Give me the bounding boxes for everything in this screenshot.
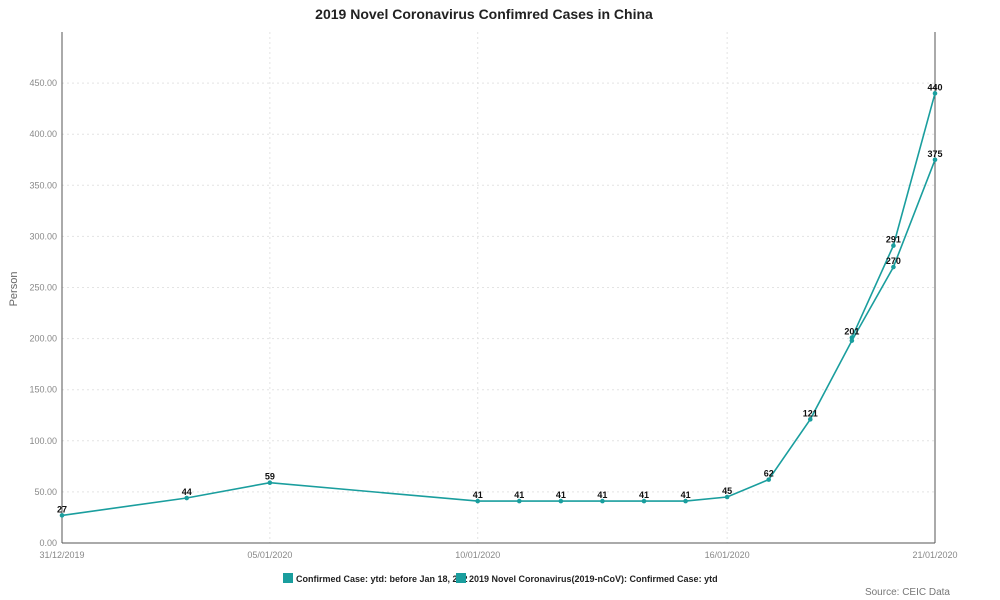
data-label: 41 — [514, 490, 524, 500]
data-label: 41 — [597, 490, 607, 500]
legend-swatch — [456, 573, 466, 583]
data-label: 27 — [57, 504, 67, 514]
y-axis-label: Person — [8, 272, 20, 307]
data-point — [724, 494, 730, 500]
data-label: 291 — [886, 235, 901, 245]
y-tick-label: 400.00 — [29, 129, 57, 139]
y-tick-label: 250.00 — [29, 283, 57, 293]
series-line-2 — [851, 93, 936, 338]
data-label: 41 — [473, 490, 483, 500]
data-point — [600, 498, 605, 504]
data-point — [807, 417, 813, 422]
data-point — [475, 498, 481, 504]
legend: Confirmed Case: ytd: before Jan 18, 202 2… — [283, 573, 718, 584]
axes — [61, 32, 936, 544]
legend-label: Confirmed Case: ytd: before Jan 18, 202 — [296, 574, 468, 584]
x-axis-ticks: 31/12/2019 05/01/2020 10/01/2020 16/01/2020… — [39, 550, 957, 560]
y-tick-label: 450.00 — [29, 78, 57, 88]
y-tick-label: 200.00 — [29, 334, 57, 344]
legend-swatch — [283, 573, 293, 583]
x-tick-label: 10/01/2020 — [455, 550, 500, 560]
data-label: 41 — [556, 490, 566, 500]
data-label: 440 — [927, 82, 942, 92]
data-point — [59, 513, 65, 518]
data-point — [891, 264, 896, 270]
data-label: 375 — [927, 149, 942, 159]
data-label: 59 — [265, 472, 275, 482]
series-lines — [61, 93, 936, 517]
y-tick-label: 50.00 — [34, 487, 57, 497]
data-point — [641, 498, 647, 504]
data-label: 45 — [722, 486, 732, 496]
data-points — [59, 91, 938, 518]
x-tick-label: 16/01/2020 — [705, 550, 750, 560]
source-note: Source: CEIC Data — [865, 587, 950, 598]
data-point — [932, 157, 938, 163]
data-label: 44 — [182, 487, 192, 497]
y-tick-label: 0.00 — [39, 538, 57, 548]
y-tick-label: 150.00 — [29, 385, 57, 395]
data-label: 201 — [844, 327, 859, 337]
data-point — [891, 243, 896, 248]
legend-label: 2019 Novel Coronavirus(2019-nCoV): Confi… — [469, 574, 718, 584]
chart-title: 2019 Novel Coronavirus Confimred Cases i… — [315, 6, 653, 22]
data-point — [267, 480, 273, 486]
data-point — [849, 335, 855, 340]
data-label: 270 — [886, 256, 901, 266]
data-point — [558, 498, 564, 504]
grid-lines — [61, 32, 936, 543]
x-tick-label: 05/01/2020 — [247, 550, 292, 560]
data-label: 121 — [803, 408, 818, 418]
series-line-1 — [61, 159, 936, 517]
data-label: 41 — [681, 490, 691, 500]
x-tick-label: 31/12/2019 — [39, 550, 84, 560]
data-point — [683, 498, 688, 504]
y-tick-label: 100.00 — [29, 436, 57, 446]
data-labels: 27 44 59 41 41 41 41 41 41 45 62 121 201 291 270 440 375 — [57, 82, 943, 514]
data-label: 62 — [764, 469, 774, 479]
data-label: 41 — [639, 490, 649, 500]
data-point — [184, 495, 190, 501]
data-point — [766, 477, 772, 482]
y-tick-label: 350.00 — [29, 180, 57, 190]
x-tick-label: 21/01/2020 — [912, 550, 957, 560]
data-point — [932, 91, 938, 96]
y-tick-label: 300.00 — [29, 231, 57, 241]
data-point — [516, 498, 522, 504]
y-axis-ticks: 0.00 50.00 100.00 150.00 200.00 250.00 300.00 3… — [29, 78, 57, 548]
